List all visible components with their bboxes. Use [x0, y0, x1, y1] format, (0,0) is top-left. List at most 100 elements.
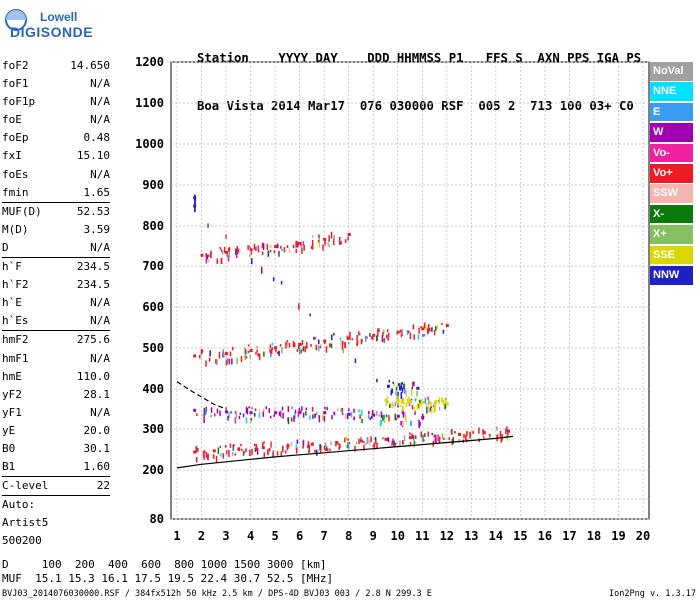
echo-point	[388, 415, 390, 422]
echo-point	[287, 406, 290, 412]
echo-point	[385, 403, 388, 407]
echo-point	[261, 251, 264, 256]
echo-point	[409, 441, 412, 447]
trace-point	[225, 251, 229, 254]
echo-point	[273, 414, 275, 417]
echo-point	[361, 418, 363, 424]
trace-point	[274, 411, 278, 415]
legend-item: Vo+	[650, 163, 693, 183]
echo-point	[227, 254, 230, 262]
param-name: D	[2, 240, 9, 254]
param-name: B1	[2, 460, 16, 474]
echo-point	[203, 450, 206, 454]
echo-point	[360, 436, 362, 441]
echo-point	[207, 254, 210, 257]
trace-point	[274, 245, 278, 248]
echo-point	[391, 388, 394, 394]
echo-point	[426, 407, 428, 414]
param-value: 234.5	[76, 260, 110, 274]
echo-point	[209, 350, 211, 357]
echo-point	[358, 409, 360, 413]
trace-point	[409, 400, 412, 403]
echo-point	[256, 349, 258, 353]
param-value: N/A	[90, 351, 110, 365]
param-name: foF2	[2, 59, 29, 72]
echo-point	[248, 344, 250, 347]
echo-point	[436, 325, 438, 330]
echo-point	[364, 335, 367, 342]
echo-point	[305, 342, 308, 349]
echo-point	[489, 433, 491, 438]
param-name: M(D)	[2, 222, 29, 236]
echo-point	[344, 342, 347, 349]
trace-point	[445, 324, 449, 328]
x-tick-label: 13	[464, 529, 478, 543]
echo-point	[358, 331, 360, 336]
echo-point	[432, 404, 435, 408]
echo-point	[263, 351, 265, 357]
y-tick-label: 500	[142, 341, 164, 355]
echo-point	[410, 389, 413, 396]
echo-point	[281, 406, 284, 411]
echo-point	[441, 322, 443, 326]
echo-point	[369, 417, 371, 421]
echo-point	[294, 411, 296, 419]
echo-point	[282, 445, 284, 453]
echo-point	[255, 443, 258, 451]
echo-point	[260, 246, 263, 249]
echo-point	[282, 412, 284, 419]
echo-point	[412, 381, 414, 387]
echo-point	[247, 350, 250, 354]
echo-point	[324, 241, 326, 246]
echo-point	[275, 347, 277, 353]
echo-point	[433, 330, 436, 336]
echo-point	[319, 448, 322, 454]
echo-point	[274, 407, 276, 411]
echo-point	[298, 303, 300, 310]
echo-point	[347, 236, 349, 241]
echo-point	[438, 439, 441, 444]
echo-point	[385, 414, 388, 418]
param-name: foF1	[2, 77, 29, 91]
echo-point	[222, 453, 225, 459]
echo-point	[279, 410, 282, 418]
echo-point	[499, 430, 502, 437]
trace-point	[421, 400, 425, 404]
param-value: 0.48	[83, 131, 111, 145]
echo-point	[371, 409, 374, 415]
echo-point	[317, 240, 320, 243]
param-name: yE	[2, 423, 16, 437]
x-tick-label: 1	[173, 529, 180, 543]
echo-point	[236, 247, 239, 255]
echo-point	[288, 342, 291, 348]
echo-point	[392, 381, 394, 384]
echo-point	[219, 445, 221, 449]
y-tick-label: 1000	[135, 137, 164, 151]
echo-point	[287, 417, 290, 425]
echo-point	[194, 198, 196, 204]
echo-point	[414, 435, 417, 439]
param-separator	[2, 330, 110, 332]
echo-point	[472, 430, 474, 435]
echo-point	[203, 416, 205, 424]
echo-point	[329, 448, 331, 452]
echo-point	[412, 435, 414, 439]
echo-point	[342, 340, 344, 345]
legend-item: SSW	[650, 184, 693, 203]
logo-line2: DIGISONDE	[10, 24, 94, 40]
echo-point	[361, 409, 363, 416]
echo-point	[401, 421, 404, 427]
y-tick-label: 300	[142, 422, 164, 436]
echo-point	[271, 347, 274, 351]
echo-point	[423, 333, 426, 337]
echo-point	[220, 258, 223, 264]
x-tick-label: 2	[198, 529, 205, 543]
echo-point	[228, 450, 230, 458]
param-value: 20.0	[83, 423, 111, 437]
echo-point	[469, 431, 471, 436]
param-value: 3.59	[83, 222, 111, 236]
trace-point	[507, 429, 511, 433]
echo-point	[284, 450, 287, 454]
echo-point	[249, 355, 252, 359]
echo-point	[271, 342, 274, 346]
